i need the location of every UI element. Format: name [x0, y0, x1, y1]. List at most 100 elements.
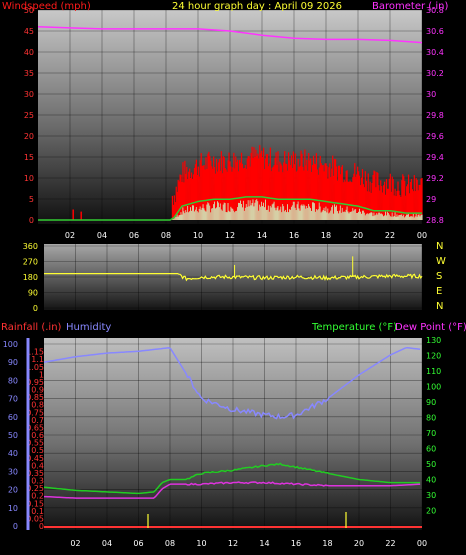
baro-tick-label: 30: [426, 90, 436, 99]
dir-tick-label: 270: [23, 258, 38, 267]
x-axis-top: 02 04 06 08 10 12 14 16 18 20 22 00: [65, 231, 427, 240]
temp-tick-label: 80: [426, 414, 436, 423]
dir-tick-label: 180: [23, 273, 38, 282]
rain-tick-label: 1: [39, 370, 44, 379]
temp-tick-label: 130: [426, 336, 441, 345]
humidity-tick-label: 90: [8, 358, 18, 367]
rain-tick-label: 1.15: [26, 348, 44, 357]
rain-tick-label: 0.2: [31, 492, 44, 501]
x-tick-label: 10: [196, 539, 206, 548]
series-wind-direction: [44, 273, 423, 282]
x-tick-label: 06: [133, 539, 143, 548]
wind-gust-band: [72, 145, 423, 220]
x-tick-label: 18: [322, 539, 332, 548]
baro-tick-label: 30.2: [426, 69, 444, 78]
humidity-tick-label: 0: [13, 522, 18, 531]
x-tick-label: 04: [102, 539, 112, 548]
humidity-tick-label: 70: [8, 395, 18, 404]
label-barometer: Barometer (.in): [372, 1, 448, 12]
wind-tick-label: 0: [29, 216, 34, 225]
compass-letter: S: [436, 271, 442, 282]
rain-tick-label: 0.85: [26, 393, 44, 402]
series-temperature: [43, 462, 421, 495]
rain-tick-label: 0.5: [31, 446, 44, 455]
temp-tick-label: 120: [426, 352, 441, 361]
humidity-tick-label: 50: [8, 431, 18, 440]
series-barometer: [37, 26, 423, 44]
rain-tick-label: 0.4: [31, 461, 44, 470]
rain-tick-label: 0.9: [31, 386, 44, 395]
label-rainfall: Rainfall (.in): [1, 322, 62, 333]
x-tick-label: 08: [161, 231, 171, 240]
rain-tick-label: 0.6: [31, 431, 44, 440]
baro-tick-label: 29.6: [426, 132, 444, 141]
x-tick-label: 02: [70, 539, 80, 548]
rain-tick-label: 0.45: [26, 454, 44, 463]
humidity-tick-label: 30: [8, 467, 18, 476]
rain-tick-label: 0.3: [31, 477, 44, 486]
series-dewpoint: [44, 481, 421, 499]
x-tick-label: 00: [417, 539, 427, 548]
wind-tick-label: 5: [29, 195, 34, 204]
humidity-tick-label: 80: [8, 376, 18, 385]
rain-tick-label: 0.8: [31, 401, 44, 410]
temp-tick-label: 110: [426, 367, 441, 376]
compass-letter: N: [436, 301, 443, 312]
axis-ticks-wind-direction: 0 90 180 270 360: [23, 242, 38, 313]
series-windspeed: [38, 196, 422, 221]
label-dewpoint: Dew Point (°F): [395, 322, 466, 333]
compass-letter: N: [436, 241, 443, 252]
temp-tick-label: 100: [426, 383, 441, 392]
label-windspeed: Windspeed (mph): [2, 1, 91, 12]
dir-tick-label: 90: [28, 289, 38, 298]
chart-title: 24 hour graph day : April 09 2026: [172, 1, 342, 12]
baro-tick-label: 28.8: [426, 216, 444, 225]
temp-tick-label: 60: [426, 445, 436, 454]
label-humidity: Humidity: [66, 322, 111, 333]
rain-tick-label: 1.1: [31, 355, 44, 364]
x-tick-label: 02: [65, 231, 75, 240]
axis-ticks-temp-humidity: 010203040506070809010000.050.10.150.20.2…: [3, 336, 442, 531]
x-tick-label: 20: [354, 539, 364, 548]
humidity-tick-label: 10: [8, 504, 18, 513]
rain-tick-label: 1.05: [26, 363, 44, 372]
baro-tick-label: 29.8: [426, 111, 444, 120]
rain-tick-label: 0.55: [26, 439, 44, 448]
axis-ticks-wind-baro: 0 5 10 15 20 25 30 35 40 45 50 28.8 29 29.2 29.4 29.6 29…: [24, 6, 444, 225]
baro-tick-label: 29: [426, 195, 436, 204]
temp-tick-label: 70: [426, 429, 436, 438]
rain-tick-label: 0.25: [26, 484, 44, 493]
wind-tick-label: 50: [24, 6, 34, 15]
x-tick-label: 12: [225, 231, 235, 240]
series-humidity: [43, 346, 421, 420]
x-tick-label: 08: [165, 539, 175, 548]
x-tick-label: 10: [193, 231, 203, 240]
baro-tick-label: 29.4: [426, 153, 444, 162]
x-tick-label: 16: [291, 539, 301, 548]
rain-tick-label: 0.05: [26, 514, 44, 523]
x-tick-label: 22: [385, 539, 395, 548]
humidity-tick-label: 40: [8, 449, 18, 458]
x-tick-label: 18: [321, 231, 331, 240]
x-tick-label: 14: [257, 231, 267, 240]
humidity-tick-label: 20: [8, 486, 18, 495]
humidity-tick-label: 100: [3, 340, 18, 349]
rain-tick-label: 0.75: [26, 408, 44, 417]
rain-tick-label: 0: [39, 522, 44, 531]
x-tick-label: 14: [259, 539, 269, 548]
wind-tick-label: 40: [24, 48, 34, 57]
dir-tick-label: 360: [23, 242, 38, 251]
humidity-tick-label: 60: [8, 413, 18, 422]
baro-tick-label: 30.4: [426, 48, 444, 57]
x-tick-label: 20: [353, 231, 363, 240]
wind-tick-label: 15: [24, 153, 34, 162]
wind-tick-label: 45: [24, 27, 34, 36]
wind-tick-label: 30: [24, 90, 34, 99]
wind-tick-label: 25: [24, 111, 34, 120]
wind-tick-label: 10: [24, 174, 34, 183]
x-tick-label: 22: [385, 231, 395, 240]
x-tick-label: 16: [289, 231, 299, 240]
label-temperature: Temperature (°F): [311, 322, 397, 333]
